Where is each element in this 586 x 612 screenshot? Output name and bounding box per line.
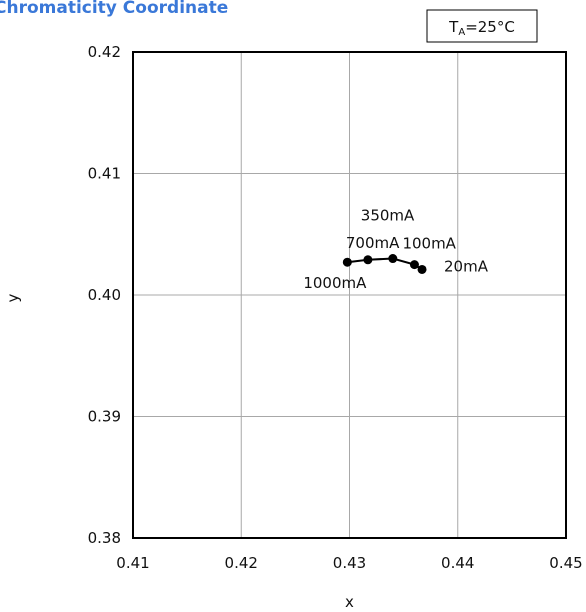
y-axis-label: y xyxy=(4,293,22,302)
point-label: 700mA xyxy=(346,234,400,252)
grid-lines xyxy=(133,52,566,538)
y-tick-label: 0.42 xyxy=(88,43,121,61)
y-tick-labels: 0.38 0.39 0.40 0.41 0.42 xyxy=(88,43,121,547)
x-tick-label: 0.43 xyxy=(333,554,366,572)
x-tick-label: 0.42 xyxy=(225,554,258,572)
point-label: 350mA xyxy=(361,207,415,225)
series-group xyxy=(342,254,427,274)
condition-box-frame xyxy=(426,9,538,43)
data-point xyxy=(417,264,427,274)
point-label: 1000mA xyxy=(303,274,367,292)
y-tick-label: 0.38 xyxy=(88,529,121,547)
y-tick-label: 0.40 xyxy=(88,286,121,304)
condition-value: =25°C xyxy=(465,18,515,36)
point-label: 100mA xyxy=(402,235,456,253)
x-tick-label: 0.44 xyxy=(441,554,474,572)
x-tick-labels: 0.41 0.42 0.43 0.44 0.45 xyxy=(116,554,582,572)
point-label: 20mA xyxy=(444,257,489,275)
condition-symbol: T xyxy=(448,18,459,36)
condition-label: TA=25°C xyxy=(448,18,515,38)
x-tick-label: 0.41 xyxy=(116,554,149,572)
chart-title: Chromaticity Coordinate xyxy=(0,0,229,18)
y-tick-label: 0.41 xyxy=(88,165,121,183)
plot-frame xyxy=(132,51,567,539)
condition-subscript: A xyxy=(458,27,465,38)
data-point xyxy=(388,254,398,264)
x-axis-label: x xyxy=(345,593,354,611)
x-tick-label: 0.45 xyxy=(549,554,582,572)
data-point xyxy=(363,255,373,265)
y-tick-label: 0.39 xyxy=(88,408,121,426)
data-point xyxy=(409,260,419,270)
condition-box: TA=25°C xyxy=(426,9,538,43)
point-labels: 20mA 100mA 350mA 700mA 1000mA xyxy=(303,207,488,293)
data-point xyxy=(342,257,352,267)
